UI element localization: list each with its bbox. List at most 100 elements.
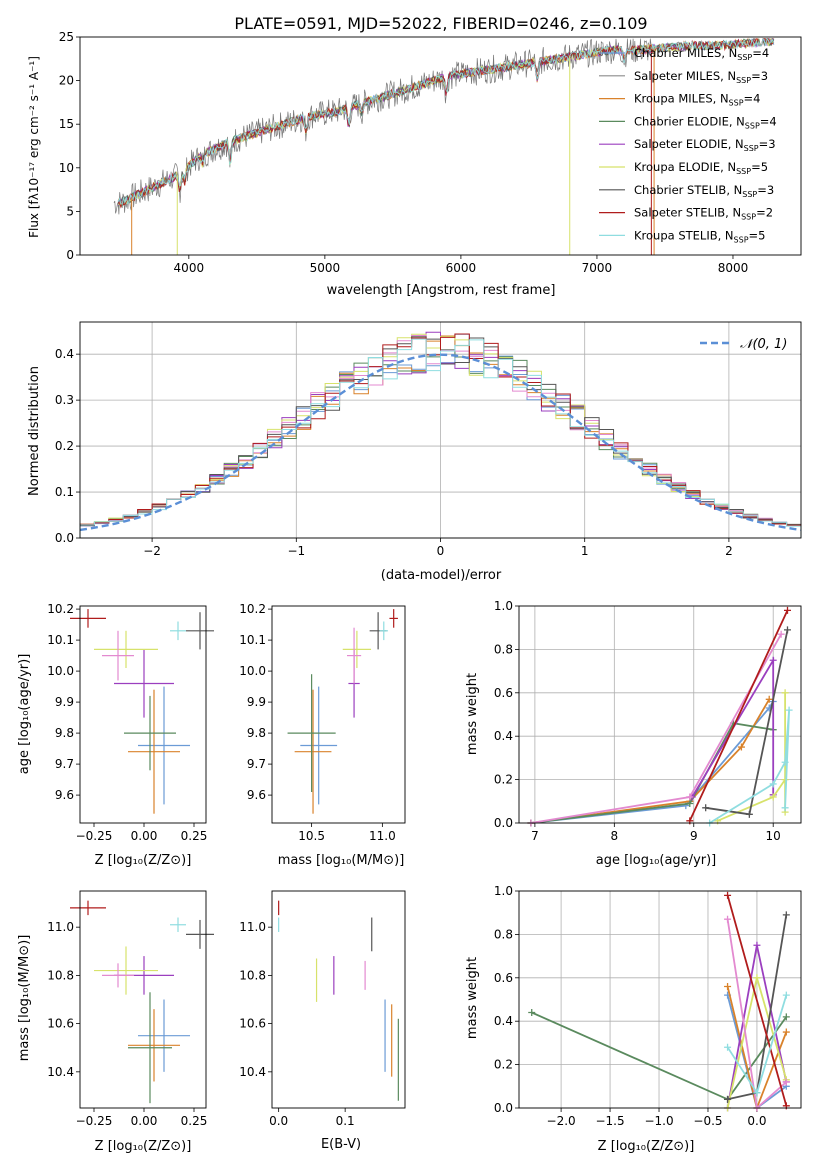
legend-entry: Chabrier ELODIE, NSSP=4 (634, 114, 777, 130)
y-tick-label: 11.0 (47, 920, 74, 934)
mass-weight-marker (782, 911, 790, 919)
residual-histogram (79, 338, 802, 538)
massweight-vs-z-plot-area: −2.0 −1.5 −1.0 −0.5 0.0 0.0 0.2 0.4 0.6 0.8 1.0 (494, 884, 802, 1128)
y-tick-label: 0.0 (55, 531, 74, 545)
x-tick-label: −2.0 (547, 1114, 576, 1128)
y-tick-label: 10.8 (47, 968, 74, 982)
mass-weight-marker (745, 810, 753, 818)
axes-frame (518, 605, 802, 824)
x-tick-label: 0.00 (131, 1114, 158, 1128)
age-vs-mass-xlabel: mass [log₁₀(M/M⊙)] (278, 853, 405, 868)
axes-frame (271, 890, 406, 1109)
spectrum-panel: 4000 5000 6000 7000 8000 0 5 10 15 20 25 Chabrier M… (27, 30, 802, 298)
mass-weight-marker (724, 1043, 732, 1051)
mass-weight-marker (782, 1013, 790, 1021)
x-tick-label: 10.5 (298, 829, 325, 843)
legend-entry: 𝒩(0, 1) (740, 337, 787, 352)
residuals-ylabel: Normed distribution (27, 366, 42, 496)
legend-entry: Salpeter MILES, NSSP=3 (634, 69, 768, 85)
y-tick-label: 0.2 (494, 1058, 513, 1072)
massweight-vs-z-panel: −2.0 −1.5 −1.0 −0.5 0.0 0.0 0.2 0.4 0.6 0.8 1.0 Z … (465, 884, 802, 1154)
y-tick-label: 0.4 (494, 1014, 513, 1028)
mass-weight-marker (724, 915, 732, 923)
mass-vs-z-ylabel: mass [log₁₀(M/M⊙)] (17, 935, 32, 1062)
legend-entry: Salpeter ELODIE, NSSP=3 (634, 137, 776, 153)
x-tick-label: 0.25 (181, 829, 208, 843)
model-spectrum-line (118, 38, 775, 209)
y-tick-label: 10.1 (239, 633, 266, 647)
x-tick-label: 0.1 (336, 1114, 355, 1128)
y-tick-label: 9.9 (247, 695, 266, 709)
axes-frame (271, 605, 406, 824)
y-tick-label: 0.8 (494, 927, 513, 941)
spectrum-ylabel: Flux [fλ10⁻¹⁷ erg cm⁻² s⁻¹ A⁻¹] (27, 56, 41, 238)
y-tick-label: 9.8 (55, 726, 74, 740)
y-tick-label: 1.0 (494, 884, 513, 898)
x-tick-label: 11.0 (369, 829, 396, 843)
mass-weight-marker (782, 1078, 790, 1086)
x-tick-label: −0.25 (76, 829, 113, 843)
y-tick-label: 9.8 (247, 726, 266, 740)
axes-frame (79, 36, 802, 256)
y-tick-label: 0.0 (494, 816, 513, 830)
x-tick-label: 1 (581, 544, 589, 558)
mass-weight-marker (737, 743, 745, 751)
massweight-vs-z-xlabel: Z [log₁₀(Z/Z⊙)] (598, 1139, 695, 1154)
y-tick-label: 10.6 (239, 1017, 266, 1031)
y-tick-label: 9.7 (55, 757, 74, 771)
x-tick-label: 2 (725, 544, 733, 558)
y-tick-label: 1.0 (494, 599, 513, 613)
y-tick-label: 25 (59, 30, 74, 44)
y-tick-label: 9.6 (55, 788, 74, 802)
legend-entry: Kroupa STELIB, NSSP=5 (634, 228, 765, 244)
mass-vs-z-plot-area: −0.25 0.00 0.25 10.4 10.6 10.8 11.0 (47, 890, 214, 1128)
mass-weight-marker (724, 982, 732, 990)
y-tick-label: 0 (66, 248, 74, 262)
y-tick-label: 10.1 (47, 633, 74, 647)
x-tick-label: 7 (531, 829, 539, 843)
y-tick-label: 11.0 (239, 920, 266, 934)
mass-weight-marker (781, 804, 789, 812)
spectrum-plot-area: 4000 5000 6000 7000 8000 0 5 10 15 20 25 Chabrier M… (59, 30, 802, 275)
age-vs-mass-panel: 10.5 11.0 9.6 9.7 9.8 9.9 10.0 10.1 10.2 mass [l… (239, 602, 406, 868)
massweight-vs-age-plot-area: 7 8 9 10 0.0 0.2 0.4 0.6 0.8 1.0 (494, 599, 802, 843)
mass-weight-marker (781, 776, 789, 784)
legend-entry: Kroupa ELODIE, NSSP=5 (634, 160, 768, 176)
residuals-xlabel: (data-model)/error (381, 568, 502, 583)
legend-entry: Kroupa MILES, NSSP=4 (634, 92, 760, 108)
y-tick-label: 10.6 (47, 1017, 74, 1031)
age-vs-mass-plot-area: 10.5 11.0 9.6 9.7 9.8 9.9 10.0 10.1 10.2 (239, 602, 406, 843)
massweight-vs-age-panel: 7 8 9 10 0.0 0.2 0.4 0.6 0.8 1.0 age [log₁₀(age/y… (465, 599, 802, 868)
x-tick-label: 0.0 (269, 1114, 288, 1128)
x-tick-label: −1.0 (644, 1114, 673, 1128)
mass-weight-marker (777, 630, 785, 638)
mass-weight-marker (783, 606, 791, 614)
age-vs-z-ylabel: age [log₁₀(age/yr)] (17, 654, 32, 775)
mass-weight-marker (753, 974, 761, 982)
y-tick-label: 0.3 (55, 393, 74, 407)
y-tick-label: 15 (59, 117, 74, 131)
residuals-panel: −2 −1 0 1 2 0.0 0.1 0.2 0.3 0.4 𝒩(0, 1) (data-mode… (27, 321, 802, 583)
age-vs-z-xlabel: Z [log₁₀(Z/Z⊙)] (95, 853, 192, 868)
legend-entry: Salpeter STELIB, NSSP=2 (634, 206, 773, 222)
axes-frame (79, 605, 207, 824)
x-tick-label: 7000 (582, 261, 613, 275)
x-tick-label: 4000 (174, 261, 205, 275)
x-tick-label: 5000 (310, 261, 341, 275)
mass-weight-marker (702, 804, 710, 812)
y-tick-label: 10.0 (239, 664, 266, 678)
x-tick-label: 9 (690, 829, 698, 843)
y-tick-label: 9.9 (55, 695, 74, 709)
normal-curve (79, 353, 802, 532)
axes-frame (79, 321, 802, 539)
mass-weight-marker (782, 991, 790, 999)
mass-vs-ebv-panel: 0.0 0.1 10.4 10.6 10.8 11.0 E(B-V) (239, 890, 406, 1152)
mass-weight-marker (769, 780, 777, 788)
mass-vs-z-panel: −0.25 0.00 0.25 10.4 10.6 10.8 11.0 Z [log₁₀(Z… (17, 890, 214, 1154)
mass-vs-ebv-xlabel: E(B-V) (321, 1137, 361, 1152)
y-tick-label: 10.4 (239, 1065, 266, 1079)
figure-title: PLATE=0591, MJD=52022, FIBERID=0246, z=0… (234, 14, 647, 33)
mass-weight-marker (528, 1009, 536, 1017)
mass-weight-marker (781, 689, 789, 697)
y-tick-label: 0.0 (494, 1101, 513, 1115)
